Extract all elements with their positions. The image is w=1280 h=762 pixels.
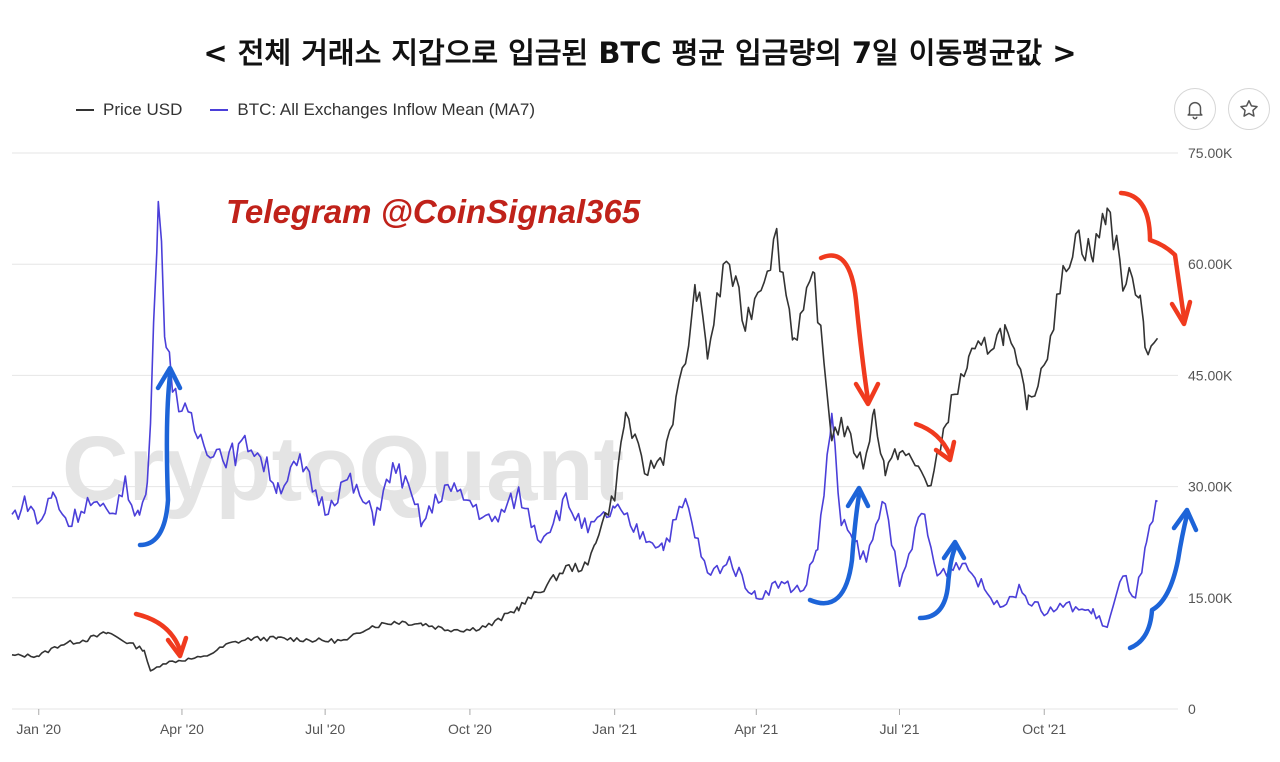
y-tick-label: 30.00K: [1188, 479, 1233, 495]
inflow-mean-line: [11, 200, 1158, 629]
series-layer: [11, 200, 1159, 672]
star-icon: [1240, 100, 1258, 117]
grid: [12, 152, 1178, 710]
y-axis: 0 15.00K 30.00K 45.00K 60.00K 75.00K: [1188, 145, 1233, 717]
alert-button[interactable]: [1174, 88, 1216, 130]
bell-icon: [1187, 101, 1203, 120]
blue-arrow-july-2021: [917, 539, 967, 621]
legend-swatch-inflow: [210, 109, 229, 111]
y-tick-label: 45.00K: [1188, 367, 1233, 383]
x-tick-label: Oct '20: [448, 721, 492, 737]
price-usd-line: [11, 207, 1159, 672]
x-tick-label: Jan '20: [16, 721, 61, 737]
y-tick-label: 60.00K: [1188, 256, 1233, 272]
watermark: CryptoQuant: [62, 418, 624, 520]
x-tick-label: Jan '21: [592, 721, 637, 737]
red-arrow-march-2020: [133, 611, 189, 659]
blue-arrow-may-2021: [807, 485, 871, 606]
red-arrow-may-2021: [818, 253, 881, 407]
legend-label-inflow: BTC: All Exchanges Inflow Mean (MA7): [237, 100, 535, 119]
legend-label-price: Price USD: [103, 100, 183, 119]
promo-text: Telegram @CoinSignal365: [226, 193, 641, 230]
legend: Price USD BTC: All Exchanges Inflow Mean…: [76, 100, 535, 120]
x-tick-label: Apr '21: [734, 721, 778, 737]
favorite-button[interactable]: [1228, 88, 1270, 130]
annotation-arrows: [133, 190, 1199, 659]
x-axis: Jan '20 Apr '20 Jul '20 Oct '20 Jan '21 Apr '…: [16, 709, 1066, 737]
x-tick-label: Jul '21: [879, 721, 919, 737]
blue-arrow-dec-2021: [1127, 507, 1199, 651]
x-tick-label: Oct '21: [1022, 721, 1066, 737]
y-tick-label: 0: [1188, 701, 1196, 717]
x-tick-label: Jul '20: [305, 721, 345, 737]
x-tick-label: Apr '20: [160, 721, 204, 737]
y-tick-label: 15.00K: [1188, 590, 1233, 606]
red-arrow-july-2021: [913, 421, 957, 463]
page-title: < 전체 거래소 지갑으로 입금된 BTC 평균 입금량의 7일 이동평균값 >: [203, 36, 1077, 70]
y-tick-label: 75.00K: [1188, 145, 1233, 161]
legend-item-price[interactable]: Price USD: [76, 100, 182, 120]
legend-item-inflow[interactable]: BTC: All Exchanges Inflow Mean (MA7): [210, 100, 535, 120]
red-arrow-dec-2021: [1118, 190, 1193, 327]
blue-arrow-march-2020: [137, 365, 183, 548]
legend-swatch-price: [76, 109, 94, 111]
